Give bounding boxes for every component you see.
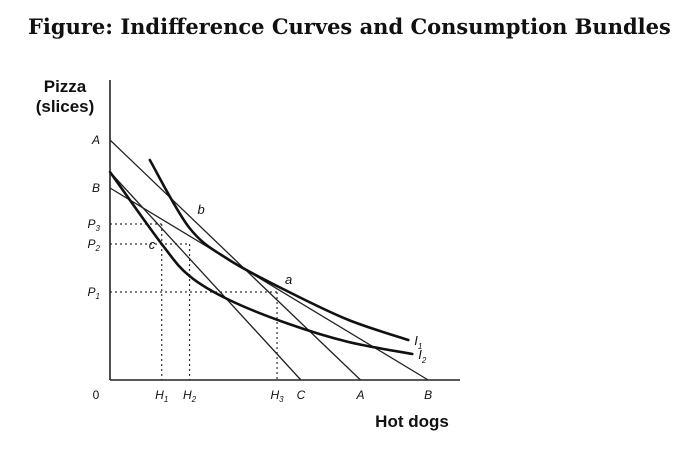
bundle-label-b: b — [198, 202, 205, 217]
budget-line-aa — [109, 139, 362, 381]
chart-title: Figure: Indifference Curves and Consumpt… — [28, 14, 671, 39]
origin-label: 0 — [93, 388, 100, 402]
y-tick-b: B — [92, 181, 100, 195]
x-tick-c: C — [297, 388, 306, 402]
y-axis-label-line2: (slices) — [36, 97, 95, 116]
ticks-layer: H1 H2 H3 C A B A B P3 P2 P1 — [88, 133, 433, 404]
axes-layer — [109, 80, 460, 381]
x-axis-label: Hot dogs — [375, 412, 449, 431]
indifference-curve-i1 — [148, 158, 410, 342]
y-axis-label-line1: Pizza — [44, 77, 87, 96]
y-tick-p3: P3 — [88, 217, 101, 233]
y-tick-a: A — [91, 133, 100, 147]
y-tick-p2: P2 — [88, 237, 101, 253]
indifference-curve-i2 — [108, 170, 414, 356]
bundle-label-c: c — [149, 237, 156, 252]
x-tick-b: B — [424, 388, 432, 402]
guides-layer — [110, 223, 278, 380]
budget-line-bb — [109, 187, 429, 381]
x-tick-h2: H2 — [183, 388, 197, 404]
axis-labels-layer: Pizza (slices) Hot dogs 0 — [36, 77, 449, 431]
curve-label-i1: I1 — [414, 333, 422, 351]
y-tick-p1: P1 — [88, 285, 100, 301]
x-tick-h3: H3 — [270, 388, 284, 404]
bundle-points-layer: a b c — [149, 202, 293, 287]
curve-label-i2: I2 — [418, 347, 427, 365]
x-tick-a: A — [356, 388, 365, 402]
budget-line-c — [109, 171, 302, 381]
bundle-label-a: a — [285, 272, 292, 287]
x-tick-h1: H1 — [155, 388, 168, 404]
